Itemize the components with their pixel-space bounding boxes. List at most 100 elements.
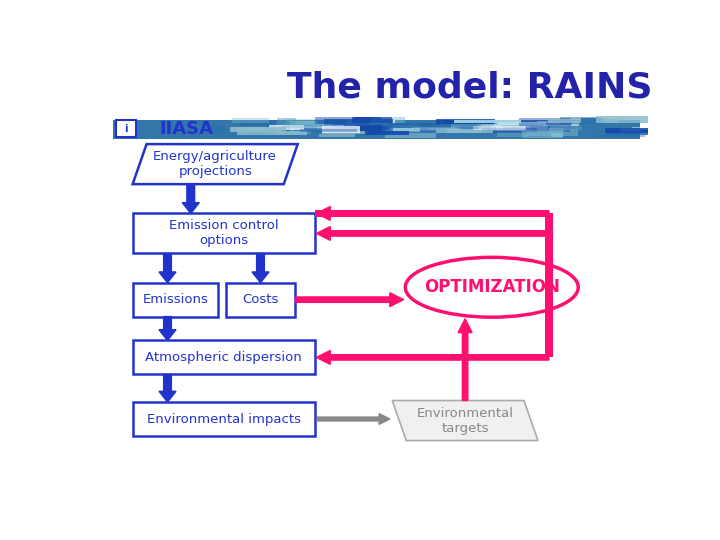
Text: i: i: [124, 124, 127, 134]
Text: OPTIMIZATION: OPTIMIZATION: [424, 278, 559, 296]
FancyArrow shape: [458, 319, 472, 401]
Bar: [526, 126, 570, 132]
Bar: [225, 283, 295, 316]
Bar: [261, 131, 311, 134]
Polygon shape: [392, 401, 538, 441]
Bar: [536, 121, 579, 126]
Bar: [315, 210, 549, 217]
Bar: [596, 116, 662, 124]
Bar: [324, 126, 390, 130]
Bar: [519, 118, 572, 125]
Text: Energy/agriculture
projections: Energy/agriculture projections: [153, 150, 277, 178]
Bar: [387, 126, 435, 131]
Text: Emissions: Emissions: [143, 293, 208, 306]
Text: IIASA: IIASA: [160, 120, 214, 138]
Bar: [132, 402, 315, 436]
Bar: [287, 119, 348, 124]
Bar: [436, 119, 495, 124]
FancyArrow shape: [159, 374, 176, 402]
Bar: [551, 133, 563, 137]
Bar: [352, 117, 392, 123]
FancyArrow shape: [316, 226, 549, 240]
Bar: [237, 127, 286, 134]
Bar: [429, 125, 456, 131]
Bar: [496, 125, 530, 131]
Bar: [132, 213, 315, 253]
FancyArrow shape: [316, 206, 549, 220]
Bar: [346, 120, 395, 124]
Bar: [581, 118, 603, 123]
Bar: [384, 133, 436, 138]
Bar: [132, 340, 315, 374]
Bar: [113, 120, 640, 139]
Bar: [387, 123, 451, 128]
Bar: [282, 124, 332, 128]
Bar: [545, 233, 553, 357]
Bar: [522, 131, 563, 138]
Text: Costs: Costs: [243, 293, 279, 306]
Bar: [447, 129, 487, 133]
Bar: [324, 125, 356, 131]
Bar: [276, 118, 296, 126]
Bar: [446, 120, 492, 124]
Bar: [324, 119, 393, 125]
Bar: [595, 135, 645, 138]
FancyArrow shape: [159, 316, 176, 340]
Bar: [436, 131, 492, 133]
Bar: [300, 129, 356, 132]
Bar: [477, 122, 500, 126]
Bar: [246, 127, 264, 130]
Bar: [436, 128, 462, 130]
Polygon shape: [132, 144, 297, 184]
FancyArrow shape: [295, 293, 404, 307]
Bar: [323, 131, 369, 134]
Bar: [267, 125, 318, 131]
Bar: [490, 125, 548, 131]
FancyArrow shape: [159, 253, 176, 283]
Bar: [493, 123, 545, 127]
Bar: [550, 126, 582, 131]
Bar: [526, 129, 578, 136]
Text: Environmental impacts: Environmental impacts: [147, 413, 301, 426]
Bar: [319, 134, 355, 137]
Bar: [454, 120, 521, 123]
Bar: [315, 117, 370, 124]
Bar: [290, 121, 318, 124]
FancyArrow shape: [316, 350, 549, 365]
Bar: [549, 128, 564, 132]
FancyArrow shape: [252, 253, 269, 283]
Bar: [498, 132, 527, 137]
Bar: [116, 120, 136, 137]
Bar: [324, 124, 382, 131]
Bar: [354, 117, 381, 124]
Bar: [307, 125, 332, 127]
Bar: [560, 117, 598, 124]
Bar: [473, 126, 526, 130]
Bar: [605, 128, 668, 133]
Bar: [413, 126, 474, 130]
Bar: [482, 128, 537, 133]
Bar: [239, 120, 276, 126]
Bar: [548, 119, 618, 123]
Bar: [391, 125, 460, 132]
Bar: [439, 120, 481, 127]
Bar: [230, 127, 281, 132]
Bar: [132, 283, 218, 316]
Bar: [607, 130, 666, 134]
Bar: [365, 131, 409, 134]
Text: The model: RAINS: The model: RAINS: [287, 71, 652, 105]
FancyArrow shape: [317, 414, 390, 424]
Text: Environmental
targets: Environmental targets: [417, 407, 513, 435]
Bar: [305, 126, 369, 130]
Bar: [211, 126, 225, 133]
Bar: [322, 126, 360, 133]
Bar: [626, 129, 678, 132]
Bar: [294, 127, 352, 131]
Bar: [359, 130, 376, 135]
Bar: [238, 129, 278, 132]
Bar: [269, 125, 304, 130]
Text: Emission control
options: Emission control options: [169, 219, 279, 247]
Bar: [274, 131, 307, 135]
Bar: [503, 124, 526, 130]
Bar: [420, 124, 477, 132]
